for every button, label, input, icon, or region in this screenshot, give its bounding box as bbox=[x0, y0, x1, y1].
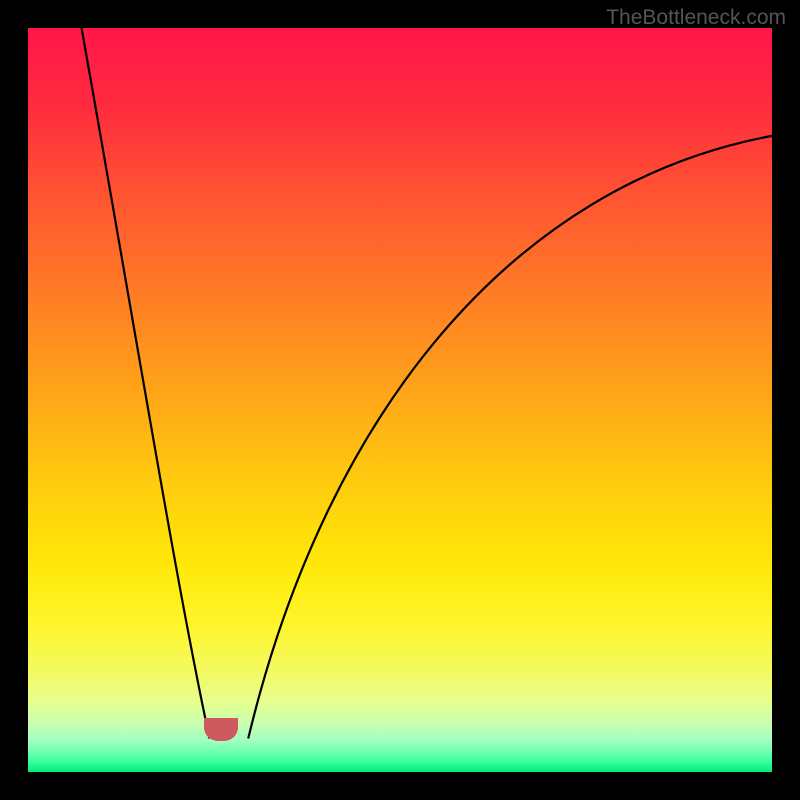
watermark-text: TheBottleneck.com bbox=[606, 6, 786, 30]
bottleneck-curve bbox=[28, 28, 772, 772]
curve-left-branch bbox=[82, 28, 210, 739]
valley-marker bbox=[204, 718, 238, 741]
curve-right-branch bbox=[248, 136, 772, 739]
plot-area bbox=[28, 28, 772, 772]
